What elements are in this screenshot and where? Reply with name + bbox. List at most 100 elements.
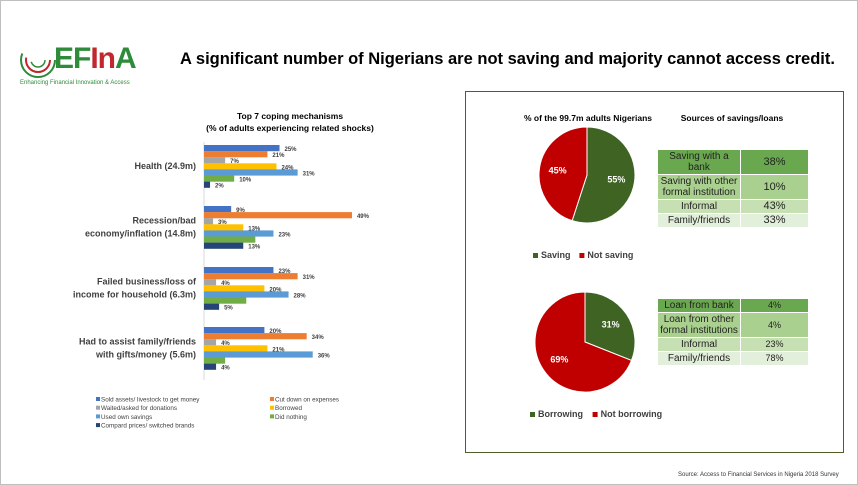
table-label: Informal <box>657 199 741 214</box>
legend-label: Not saving <box>587 250 633 260</box>
logo-tagline: Enhancing Financial Innovation & Access <box>20 80 130 86</box>
legend-label: Compard prices/ switched brands <box>101 423 194 430</box>
logo-swirl-icon <box>20 42 56 78</box>
chart-title: Top 7 coping mechanisms <box>237 111 343 121</box>
table-value: 4% <box>740 298 809 313</box>
data-label: 2% <box>215 184 224 190</box>
table-value: 38% <box>740 149 809 175</box>
legend-swatch-sold <box>96 397 100 401</box>
data-label: 13% <box>248 226 261 232</box>
bar-sold <box>204 267 274 274</box>
data-label: 25% <box>285 147 298 153</box>
pie-data-label: 31% <box>602 320 620 330</box>
legend-swatch <box>579 253 585 258</box>
bar-sold <box>204 327 265 334</box>
data-label: 24% <box>281 165 294 171</box>
pie-title: % of the 99.7m adults Nigerians <box>524 113 652 123</box>
data-label: 31% <box>303 171 316 177</box>
data-label: 13% <box>248 245 261 251</box>
category-label: Health (24.9m) <box>134 161 196 171</box>
legend-swatch-nothing <box>270 414 274 419</box>
table-label: Family/friends <box>657 351 741 366</box>
table-label: Loan from bank <box>657 298 741 313</box>
bar-compared <box>204 363 217 370</box>
table-row: Family/friends 78% <box>657 351 809 366</box>
table-value: 33% <box>740 213 809 228</box>
bar-waited <box>204 218 214 225</box>
pie-slice-saving <box>571 126 636 224</box>
legend-label: Cut down on expenses <box>275 397 339 404</box>
bar-compared <box>204 181 211 188</box>
bar-waited <box>204 339 217 346</box>
bar-sold <box>204 206 232 213</box>
pie-slice-not-saving <box>538 126 588 222</box>
legend-label: Borrowed <box>275 405 302 412</box>
data-label: 20% <box>269 329 282 335</box>
legend-swatch-savings <box>96 414 100 419</box>
data-label: 4% <box>221 366 230 372</box>
table-row: Informal 23% <box>657 337 809 352</box>
pie-slice-borrowing <box>584 291 636 362</box>
table-value: 23% <box>740 337 809 352</box>
data-label: 23% <box>278 232 291 238</box>
table-label: Saving with other formal institution <box>657 174 741 200</box>
bar-waited <box>204 279 217 286</box>
bar-savings <box>204 230 274 237</box>
table-row: Loan from bank 4% <box>657 298 809 313</box>
source-note: Source: Access to Financial Services in … <box>678 472 839 478</box>
bar-cut <box>204 212 352 219</box>
legend-label: Did nothing <box>275 414 307 421</box>
legend-label: Used own savings <box>101 414 152 421</box>
table-row: Family/friends 33% <box>657 213 809 228</box>
data-label: 3% <box>218 220 227 226</box>
chart-subtitle: (% of adults experiencing related shocks… <box>206 123 374 133</box>
data-label: 4% <box>221 281 230 287</box>
savings-loans-panel <box>465 91 844 453</box>
bar-cut <box>204 333 307 340</box>
data-label: 49% <box>357 214 370 220</box>
bar-cut <box>204 151 268 158</box>
table-title: Sources of savings/loans <box>681 113 784 123</box>
loan-sources-table: Loan from bank 4% Loan from other formal i… <box>657 298 809 366</box>
bar-savings <box>204 351 313 358</box>
category-label: Failed business/loss of <box>97 277 197 287</box>
data-label: 23% <box>278 269 291 275</box>
legend-swatch-compared <box>96 423 100 428</box>
pie-slice-not-borrowing <box>534 291 633 393</box>
savings-sources-table: Saving with a bank 38% Saving with other f… <box>657 149 809 228</box>
bar-borrowed <box>204 224 244 231</box>
pie-data-label: 55% <box>607 175 625 185</box>
data-label: 7% <box>230 159 239 165</box>
efina-logo: EFInA Enhancing Financial Innovation & A… <box>18 40 148 90</box>
legend-label: Waited/asked for donations <box>101 405 177 412</box>
bar-nothing <box>204 175 235 182</box>
legend-swatch <box>533 253 538 258</box>
legend-label: Saving <box>541 250 571 260</box>
data-label: 36% <box>318 353 331 359</box>
bar-cut <box>204 273 298 280</box>
legend-swatch-waited <box>96 405 100 410</box>
legend-swatch <box>530 412 535 417</box>
table-row: Informal 43% <box>657 199 809 214</box>
data-label: 31% <box>303 275 316 281</box>
bar-borrowed <box>204 285 265 292</box>
bar-savings <box>204 169 298 176</box>
pie-data-label: 69% <box>550 354 568 364</box>
bar-sold <box>204 145 280 152</box>
bar-nothing <box>204 297 247 304</box>
data-label: 21% <box>272 153 285 159</box>
table-value: 10% <box>740 174 809 200</box>
legend-label: Borrowing <box>538 409 583 419</box>
category-label: economy/inflation (14.8m) <box>85 229 196 239</box>
legend-label: Not borrowing <box>601 409 663 419</box>
pie-data-label: 45% <box>549 165 567 175</box>
legend-swatch-cut <box>270 397 274 401</box>
table-label: Family/friends <box>657 213 741 228</box>
logo-wordmark: EFInA <box>54 42 137 75</box>
table-value: 43% <box>740 199 809 214</box>
category-label: Recession/bad <box>132 216 196 226</box>
data-label: 4% <box>221 341 230 347</box>
data-label: 21% <box>272 347 285 353</box>
